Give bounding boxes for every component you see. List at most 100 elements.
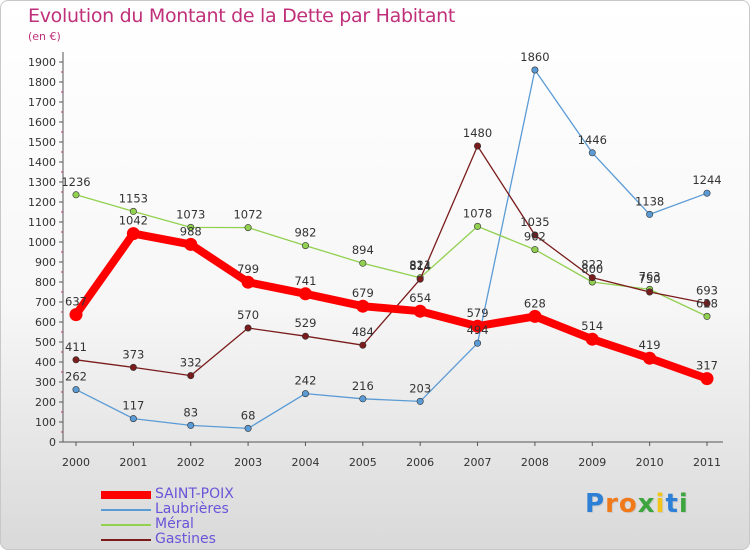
data-point — [474, 339, 482, 347]
data-point — [700, 372, 714, 386]
data-label: 982 — [294, 226, 316, 240]
y-tick-label: 100 — [35, 416, 56, 429]
data-point — [241, 275, 255, 289]
data-point — [359, 341, 367, 349]
data-point — [531, 66, 539, 74]
data-label: 1138 — [635, 194, 664, 208]
series-line-2 — [75, 194, 708, 318]
x-tick-label: 2003 — [234, 456, 262, 469]
legend-label: Méral — [155, 516, 194, 532]
data-point — [416, 397, 424, 405]
data-point — [126, 227, 140, 241]
legend-swatch — [101, 539, 151, 541]
y-tick-label: 600 — [35, 316, 56, 329]
data-point — [72, 356, 80, 364]
data-point — [703, 299, 711, 307]
data-label: 117 — [122, 399, 144, 413]
data-label: 242 — [294, 374, 316, 388]
data-label: 579 — [467, 306, 489, 320]
x-tick-label: 2002 — [177, 456, 205, 469]
data-point — [646, 288, 654, 296]
data-label: 962 — [524, 230, 546, 244]
y-tick-label: 1100 — [28, 216, 56, 229]
data-point — [301, 390, 309, 398]
data-label: 1480 — [463, 126, 492, 140]
data-point — [187, 223, 195, 231]
logo-letter: i — [678, 489, 689, 519]
legend-swatch — [101, 509, 151, 511]
data-label: 654 — [409, 291, 431, 305]
data-point — [531, 231, 539, 239]
data-label: 83 — [183, 405, 198, 419]
data-point — [643, 351, 657, 365]
x-tick-label: 2006 — [406, 456, 434, 469]
data-label: 814 — [409, 259, 431, 273]
chart-title: Evolution du Montant de la Dette par Hab… — [28, 5, 456, 27]
data-label: 317 — [696, 359, 718, 373]
data-label: 1078 — [463, 206, 492, 220]
logo-letter: P — [585, 489, 606, 519]
data-label: 1236 — [61, 175, 90, 189]
y-tick-label: 1400 — [28, 156, 56, 169]
data-label: 628 — [524, 296, 546, 310]
logo-letter: x — [637, 489, 656, 519]
logo-letter: o — [618, 489, 638, 519]
data-label: 411 — [65, 340, 87, 354]
data-point — [646, 210, 654, 218]
data-point — [356, 299, 370, 313]
y-tick-label: 1200 — [28, 196, 56, 209]
proxiti-logo: Proxiti — [585, 489, 689, 519]
data-label: 894 — [352, 243, 374, 257]
data-label: 800 — [581, 262, 603, 276]
data-label: 628 — [696, 296, 718, 310]
data-point — [244, 224, 252, 232]
data-point — [585, 332, 599, 346]
x-tick-label: 2001 — [119, 456, 147, 469]
data-point — [588, 274, 596, 282]
series-line-0 — [72, 229, 711, 383]
data-label: 373 — [122, 347, 144, 361]
legend-label: SAINT-POIX — [155, 486, 234, 502]
x-tick-label: 2010 — [636, 456, 664, 469]
y-tick-label: 1300 — [28, 176, 56, 189]
data-label: 570 — [237, 308, 259, 322]
data-point — [129, 415, 137, 423]
legend-label: Gastines — [155, 531, 216, 547]
data-point — [528, 309, 542, 323]
data-point — [413, 304, 427, 318]
data-label: 203 — [409, 381, 431, 395]
y-tick-label: 1600 — [28, 116, 56, 129]
y-tick-label: 1500 — [28, 136, 56, 149]
data-label: 494 — [467, 323, 489, 337]
chart-subtitle: (en €) — [28, 30, 61, 43]
data-point — [416, 275, 424, 283]
x-tick-label: 2004 — [291, 456, 319, 469]
data-point — [244, 324, 252, 332]
data-point — [72, 386, 80, 394]
y-tick-label: 1700 — [28, 96, 56, 109]
data-point — [129, 363, 137, 371]
data-point — [301, 332, 309, 340]
data-point — [588, 149, 596, 157]
logo-letter: t — [665, 489, 679, 519]
data-point — [129, 207, 137, 215]
data-label: 763 — [639, 269, 661, 283]
data-label: 1072 — [233, 208, 262, 222]
x-tick-label: 2009 — [578, 456, 606, 469]
data-label: 332 — [180, 356, 202, 370]
logo-letter: r — [605, 489, 619, 519]
y-tick-label: 1900 — [28, 56, 56, 69]
x-tick-label: 2011 — [693, 456, 721, 469]
data-label: 262 — [65, 370, 87, 384]
y-tick-label: 1800 — [28, 76, 56, 89]
data-label: 1446 — [578, 133, 607, 147]
data-label: 68 — [241, 408, 256, 422]
data-label: 693 — [696, 283, 718, 297]
data-point — [301, 242, 309, 250]
data-point — [69, 308, 83, 322]
data-point — [474, 222, 482, 230]
data-point — [471, 319, 485, 333]
y-tick-label: 800 — [35, 276, 56, 289]
